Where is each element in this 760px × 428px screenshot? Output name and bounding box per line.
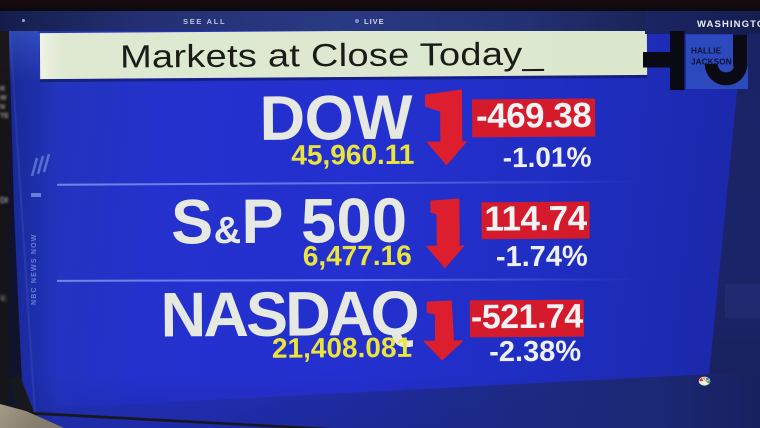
svg-text:JACKSON: JACKSON [691, 58, 732, 67]
svg-text:HALLIE: HALLIE [691, 47, 722, 56]
